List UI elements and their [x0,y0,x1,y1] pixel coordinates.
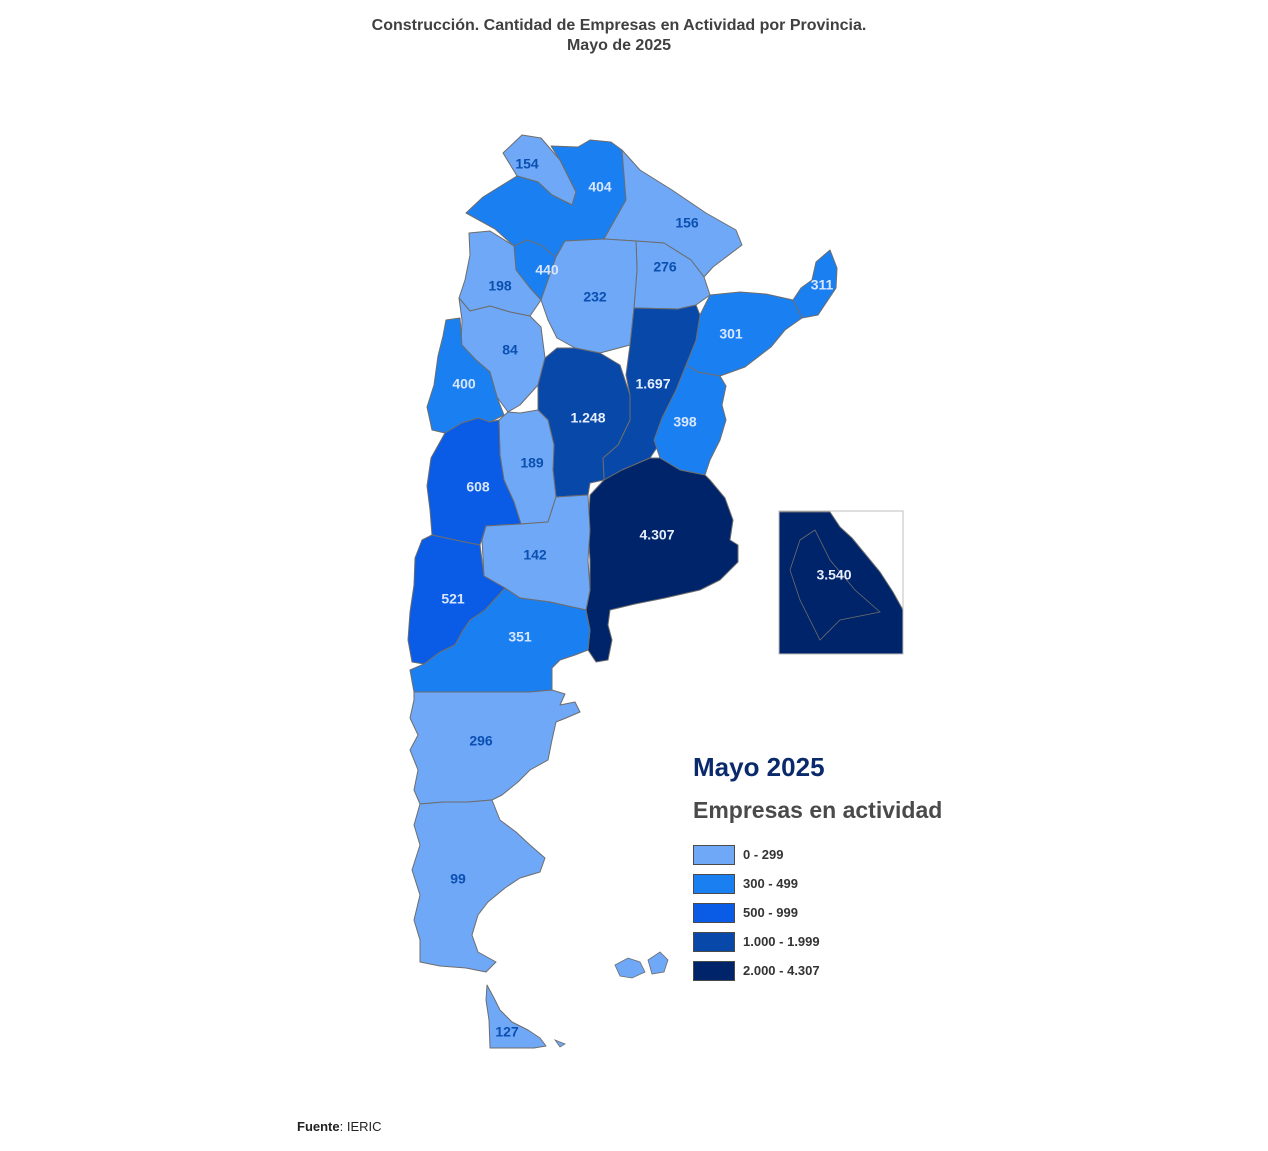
source-note: Fuente: IERIC [297,1119,382,1134]
province-santacruz[interactable] [411,799,546,973]
label-corrientes: 301 [719,326,743,342]
label-santiago: 232 [583,289,607,305]
legend-swatch [693,960,735,981]
title-line-2: Mayo de 2025 [566,37,672,54]
legend-label: 300 - 499 [743,876,798,891]
map-legend: Mayo 2025 Empresas en actividad 0 - 299 3… [693,752,942,985]
label-caba: 3.540 [816,567,851,583]
label-neuquen: 521 [441,591,465,607]
province-chubut[interactable] [409,689,581,805]
legend-subtitle: Empresas en actividad [693,797,943,823]
legend-label: 0 - 299 [743,847,784,862]
province-entrerios[interactable] [653,364,727,476]
caba-inset-frame [778,510,904,655]
label-sanjuan: 400 [452,376,476,392]
legend-label: 1.000 - 1.999 [743,934,820,949]
legend-swatch [693,873,735,894]
legend-item: 2.000 - 4.307 [693,956,942,985]
legend-swatch [693,844,735,865]
legend-item: 300 - 499 [693,869,942,898]
label-larioja: 84 [502,342,518,358]
legend-swatch [693,902,735,923]
caba-boundary-line [789,529,881,641]
label-tucuman: 440 [535,262,559,278]
province-caba[interactable] [778,511,904,655]
province-tierradelfuego[interactable] [485,984,547,1049]
label-formosa: 156 [675,215,699,231]
map-title: Construcción. Cantidad de Empresas en Ac… [0,16,1238,56]
label-cordoba: 1.248 [570,410,605,426]
label-jujuy: 154 [515,156,539,172]
label-buenosaires: 4.307 [639,527,674,543]
province-buenosaires[interactable] [585,457,739,663]
label-sanluis: 189 [520,455,544,471]
label-entrerios: 398 [673,414,697,430]
label-santafe: 1.697 [635,376,670,392]
title-line-1: Construcción. Cantidad de Empresas en Ac… [371,17,867,34]
legend-swatch [693,931,735,952]
label-lapampa: 142 [523,547,547,563]
province-santiago[interactable] [540,238,638,354]
label-rionegro: 351 [508,629,532,645]
legend-item: 0 - 299 [693,840,942,869]
label-santacruz: 99 [450,871,466,887]
legend-label: 500 - 999 [743,905,798,920]
legend-year: Mayo 2025 [693,752,825,782]
legend-item: 500 - 999 [693,898,942,927]
label-mendoza: 608 [466,479,490,495]
province-misiones[interactable] [792,249,838,319]
label-catamarca: 198 [488,278,512,294]
province-corrientes[interactable] [685,291,803,377]
legend-item: 1.000 - 1.999 [693,927,942,956]
label-misiones: 311 [811,277,834,293]
source-text: : IERIC [339,1119,382,1134]
label-tierradelfuego: 127 [495,1024,519,1040]
label-salta: 404 [588,179,612,195]
label-chaco: 276 [653,259,677,275]
islands-shape [553,951,669,1048]
source-label: Fuente [297,1119,340,1134]
legend-label: 2.000 - 4.307 [743,963,820,978]
label-chubut: 296 [469,733,493,749]
